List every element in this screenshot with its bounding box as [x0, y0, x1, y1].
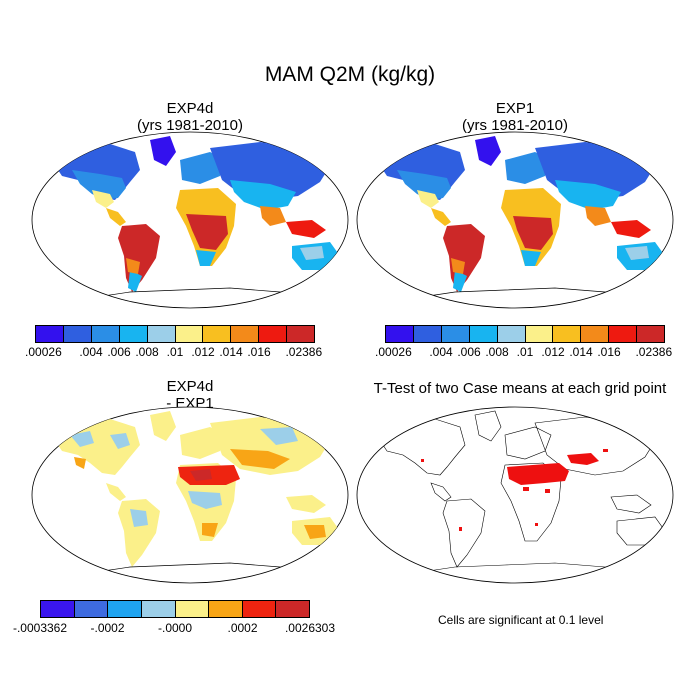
panel-2-title-line2: (yrs 1981-2010)	[462, 117, 568, 134]
panel-4-title: T-Test of two Case means at each grid po…	[373, 380, 667, 397]
colorbar-swatch	[637, 326, 665, 342]
colorbar-tick-label: .012	[541, 345, 565, 359]
colorbar-swatch	[386, 326, 414, 342]
colorbar-swatch	[469, 326, 498, 342]
colorbar-tick-label: .016	[247, 345, 271, 359]
colorbar-swatch	[497, 326, 526, 342]
panel-2-title-line1: EXP1	[495, 100, 535, 117]
colorbar-swatch	[231, 326, 260, 342]
colorbar-swatch	[287, 326, 315, 342]
colorbar-swatch	[175, 601, 210, 617]
map-exp4d	[31, 131, 349, 309]
colorbar-swatch	[276, 601, 309, 617]
colorbar-swatch	[74, 601, 109, 617]
colorbar-tick-label: .0026303	[284, 621, 336, 635]
colorbar-swatch	[147, 326, 176, 342]
colorbar-tick-label: .004	[429, 345, 453, 359]
colorbar-tick-label: .014	[569, 345, 593, 359]
colorbar-tick-label: .00026	[25, 345, 62, 359]
colorbar-tick-label: .006	[457, 345, 481, 359]
figure-title: MAM Q2M (kg/kg)	[264, 63, 436, 86]
colorbar-swatch	[242, 601, 277, 617]
colorbar-swatch	[553, 326, 582, 342]
colorbar-swatch	[525, 326, 554, 342]
colorbar-tick-label: -.0000	[157, 621, 193, 635]
colorbar-tick-label: .00026	[375, 345, 412, 359]
colorbar-tick-label: .01	[166, 345, 184, 359]
colorbar-swatch	[413, 326, 442, 342]
colorbar-swatch	[91, 326, 120, 342]
colorbar-swatch	[41, 601, 75, 617]
colorbar-swatch	[36, 326, 64, 342]
map-ttest	[356, 406, 674, 584]
colorbar-exp1	[385, 325, 665, 343]
panel-2-title: EXP1 (yrs 1981-2010)	[355, 100, 675, 134]
colorbar-tick-label: .012	[191, 345, 215, 359]
colorbar-difference	[40, 600, 310, 618]
colorbar-tick-label: .014	[219, 345, 243, 359]
colorbar-tick-label: -.0002	[90, 621, 125, 635]
colorbar-swatch	[609, 326, 638, 342]
panel-3-title-line1: EXP4d	[166, 378, 214, 395]
colorbar-tick-label: .006	[107, 345, 131, 359]
colorbar-tick-label: -.0003362	[12, 621, 68, 635]
colorbar-swatch	[259, 326, 288, 342]
colorbar-tick-label: .02386	[635, 345, 673, 359]
colorbar-tick-label: .016	[597, 345, 621, 359]
colorbar-swatch	[63, 326, 92, 342]
colorbar-tick-label: .004	[79, 345, 103, 359]
colorbar-swatch	[141, 601, 176, 617]
significant-cells	[421, 449, 608, 531]
colorbar-swatch	[209, 601, 243, 617]
map-exp1	[356, 131, 674, 309]
colorbar-tick-label: .008	[135, 345, 159, 359]
colorbar-swatch	[581, 326, 610, 342]
panel-1-title: EXP4d (yrs 1981-2010)	[30, 100, 350, 134]
panel-1-title-line2: (yrs 1981-2010)	[137, 117, 243, 134]
colorbar-tick-label: .0002	[227, 621, 258, 635]
colorbar-tick-label: .01	[516, 345, 534, 359]
colorbar-swatch	[203, 326, 232, 342]
panel-1-title-line1: EXP4d	[166, 100, 214, 117]
significance-note: Cells are significant at 0.1 level	[438, 613, 604, 627]
colorbar-exp4d	[35, 325, 315, 343]
colorbar-tick-label: .008	[485, 345, 509, 359]
map-boundary	[356, 406, 674, 584]
colorbar-swatch	[119, 326, 148, 342]
colorbar-tick-label: .02386	[285, 345, 323, 359]
colorbar-swatch	[108, 601, 142, 617]
land-fill	[50, 411, 340, 574]
colorbar-swatch	[175, 326, 204, 342]
colorbar-swatch	[441, 326, 470, 342]
map-difference	[31, 406, 349, 584]
